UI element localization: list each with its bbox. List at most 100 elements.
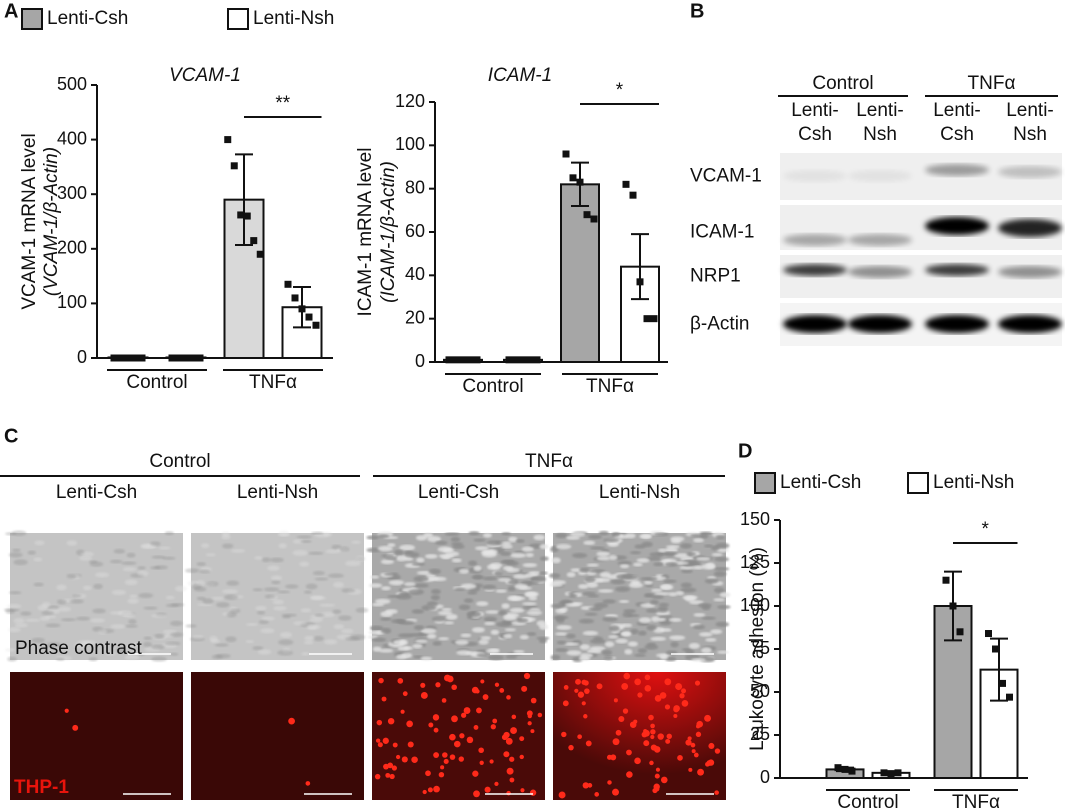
thp1-cell xyxy=(463,707,471,714)
cell xyxy=(508,536,518,543)
cell xyxy=(256,610,266,615)
thp1-cell xyxy=(473,725,479,730)
cell xyxy=(680,582,692,588)
thp1-cell xyxy=(527,721,532,726)
cell xyxy=(608,635,619,639)
cell xyxy=(536,636,550,640)
cell xyxy=(451,544,465,549)
cell xyxy=(151,613,168,618)
thp1-cell xyxy=(490,724,496,730)
cell xyxy=(304,635,315,641)
cell xyxy=(715,534,725,540)
thp1-cell xyxy=(387,717,395,725)
cell xyxy=(638,630,647,636)
cell xyxy=(327,573,344,579)
cell xyxy=(503,615,517,621)
cell xyxy=(263,587,280,592)
cell xyxy=(636,558,650,563)
cell xyxy=(150,541,161,547)
cell xyxy=(271,579,281,585)
thp1-cell xyxy=(561,731,567,738)
cell xyxy=(427,536,441,543)
cell xyxy=(465,651,478,655)
thp1-cell xyxy=(449,754,456,760)
cell xyxy=(715,621,730,627)
thp1-cell xyxy=(650,734,655,740)
data-point xyxy=(985,630,992,638)
cell xyxy=(615,638,629,644)
cell xyxy=(670,536,685,542)
cell xyxy=(299,561,310,567)
cell xyxy=(627,641,638,647)
cell xyxy=(154,633,165,639)
cell xyxy=(83,585,92,591)
data-point xyxy=(117,354,125,362)
cell xyxy=(522,602,537,606)
cell xyxy=(710,629,723,635)
cell xyxy=(221,543,234,549)
data-point xyxy=(622,180,630,188)
cell xyxy=(300,539,312,544)
cell xyxy=(589,646,606,651)
cell xyxy=(303,590,312,594)
cell xyxy=(377,545,393,552)
thp1-cell xyxy=(594,792,600,797)
lane-label: Lenti- xyxy=(856,100,904,121)
cell xyxy=(644,592,653,597)
cell xyxy=(596,556,610,561)
cell xyxy=(116,647,125,653)
cell xyxy=(495,589,507,593)
cell xyxy=(89,618,106,623)
cell xyxy=(413,575,429,582)
thp1-cell xyxy=(633,719,638,724)
cell xyxy=(664,551,678,555)
thp1-cell xyxy=(519,736,525,742)
cell xyxy=(413,625,425,631)
thp1-cell xyxy=(581,679,587,685)
x-tick-label: TNFα xyxy=(249,372,297,393)
cell xyxy=(34,540,45,546)
cell xyxy=(510,552,526,558)
thp1-cell xyxy=(72,724,79,731)
cell xyxy=(270,575,283,581)
cell xyxy=(701,647,712,654)
thp1-cell xyxy=(441,698,447,703)
cell xyxy=(620,564,630,569)
thp1-cell xyxy=(523,672,531,680)
y-tick-label: 200 xyxy=(57,238,87,258)
cell xyxy=(196,580,205,586)
cell xyxy=(495,621,512,627)
thp1-cell xyxy=(697,768,704,776)
thp1-cell xyxy=(530,697,537,704)
cell xyxy=(499,551,512,556)
cell xyxy=(632,562,643,567)
cell xyxy=(473,565,482,572)
thp1-cell xyxy=(401,756,408,763)
cell xyxy=(113,548,126,554)
cell xyxy=(126,552,136,558)
cell xyxy=(717,650,730,654)
panel-label: B xyxy=(690,0,704,22)
thp1-cell xyxy=(510,727,518,734)
cell xyxy=(420,656,433,661)
cell xyxy=(588,534,602,540)
cell xyxy=(670,641,679,648)
thp1-cell xyxy=(691,749,696,754)
cell xyxy=(409,632,425,637)
cell xyxy=(11,530,27,537)
cell xyxy=(699,533,709,539)
cell xyxy=(33,557,43,562)
cell xyxy=(20,611,32,616)
thp1-cell xyxy=(288,717,295,725)
cell xyxy=(473,538,486,542)
cell xyxy=(345,560,361,567)
fluorescence-image xyxy=(10,672,183,800)
cell xyxy=(566,535,581,540)
thp1-cell xyxy=(649,760,654,766)
cell xyxy=(603,538,620,543)
cell xyxy=(507,585,516,592)
cell xyxy=(555,533,568,539)
cell xyxy=(138,593,154,599)
cell xyxy=(556,640,567,645)
cell xyxy=(583,540,596,546)
